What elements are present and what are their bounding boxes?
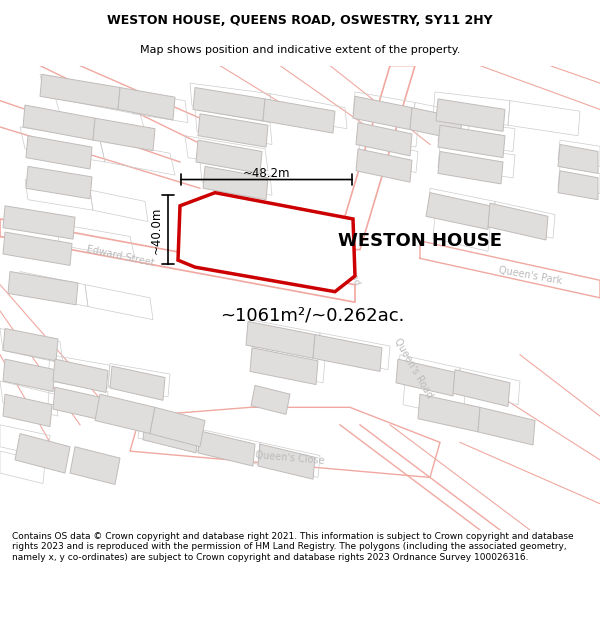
Polygon shape xyxy=(3,232,72,266)
Polygon shape xyxy=(396,359,455,396)
Text: ~1061m²/~0.262ac.: ~1061m²/~0.262ac. xyxy=(220,306,404,324)
Polygon shape xyxy=(40,74,120,109)
Polygon shape xyxy=(558,144,598,173)
Polygon shape xyxy=(70,447,120,484)
Text: Queen's Close: Queen's Close xyxy=(255,450,325,466)
Polygon shape xyxy=(8,271,78,305)
Polygon shape xyxy=(110,366,165,401)
Text: Contains OS data © Crown copyright and database right 2021. This information is : Contains OS data © Crown copyright and d… xyxy=(12,532,574,562)
Text: Queen's Park: Queen's Park xyxy=(497,266,562,286)
Polygon shape xyxy=(558,171,598,199)
Polygon shape xyxy=(3,394,52,427)
Polygon shape xyxy=(26,136,92,169)
Polygon shape xyxy=(203,166,268,199)
Polygon shape xyxy=(178,192,355,292)
Polygon shape xyxy=(246,321,315,358)
Text: Map shows position and indicative extent of the property.: Map shows position and indicative extent… xyxy=(140,44,460,54)
Text: WESTON HOUSE, QUEENS ROAD, OSWESTRY, SY11 2HY: WESTON HOUSE, QUEENS ROAD, OSWESTRY, SY1… xyxy=(107,14,493,28)
Polygon shape xyxy=(438,151,503,184)
Polygon shape xyxy=(258,444,315,479)
Polygon shape xyxy=(53,359,108,392)
Text: WESTON HOUSE: WESTON HOUSE xyxy=(338,232,502,250)
Polygon shape xyxy=(3,329,58,361)
Polygon shape xyxy=(418,394,480,432)
Polygon shape xyxy=(356,122,412,156)
Polygon shape xyxy=(95,394,155,434)
Polygon shape xyxy=(263,99,335,133)
Polygon shape xyxy=(143,418,198,453)
Polygon shape xyxy=(198,114,268,147)
Polygon shape xyxy=(15,434,70,473)
Polygon shape xyxy=(250,348,318,384)
Polygon shape xyxy=(356,149,412,182)
Polygon shape xyxy=(198,431,255,466)
Polygon shape xyxy=(3,359,55,392)
Polygon shape xyxy=(196,140,262,173)
Polygon shape xyxy=(426,192,490,229)
Polygon shape xyxy=(23,105,95,140)
Polygon shape xyxy=(313,334,382,371)
Polygon shape xyxy=(353,96,412,129)
Polygon shape xyxy=(438,125,505,158)
Polygon shape xyxy=(118,88,175,120)
Text: ~40.0m: ~40.0m xyxy=(150,206,163,254)
Polygon shape xyxy=(53,387,106,421)
Polygon shape xyxy=(410,107,462,140)
Text: ~48.2m: ~48.2m xyxy=(243,168,290,180)
Polygon shape xyxy=(478,408,535,445)
Text: Queen's Road: Queen's Road xyxy=(392,336,434,399)
Polygon shape xyxy=(488,203,548,240)
Polygon shape xyxy=(26,166,92,199)
Text: Queen Road: Queen Road xyxy=(334,231,362,286)
Polygon shape xyxy=(453,369,510,406)
Polygon shape xyxy=(150,408,205,447)
Polygon shape xyxy=(436,99,505,131)
Polygon shape xyxy=(251,386,290,414)
Polygon shape xyxy=(193,88,265,121)
Polygon shape xyxy=(3,206,75,239)
Polygon shape xyxy=(93,118,155,151)
Text: Edward Street: Edward Street xyxy=(85,244,155,269)
